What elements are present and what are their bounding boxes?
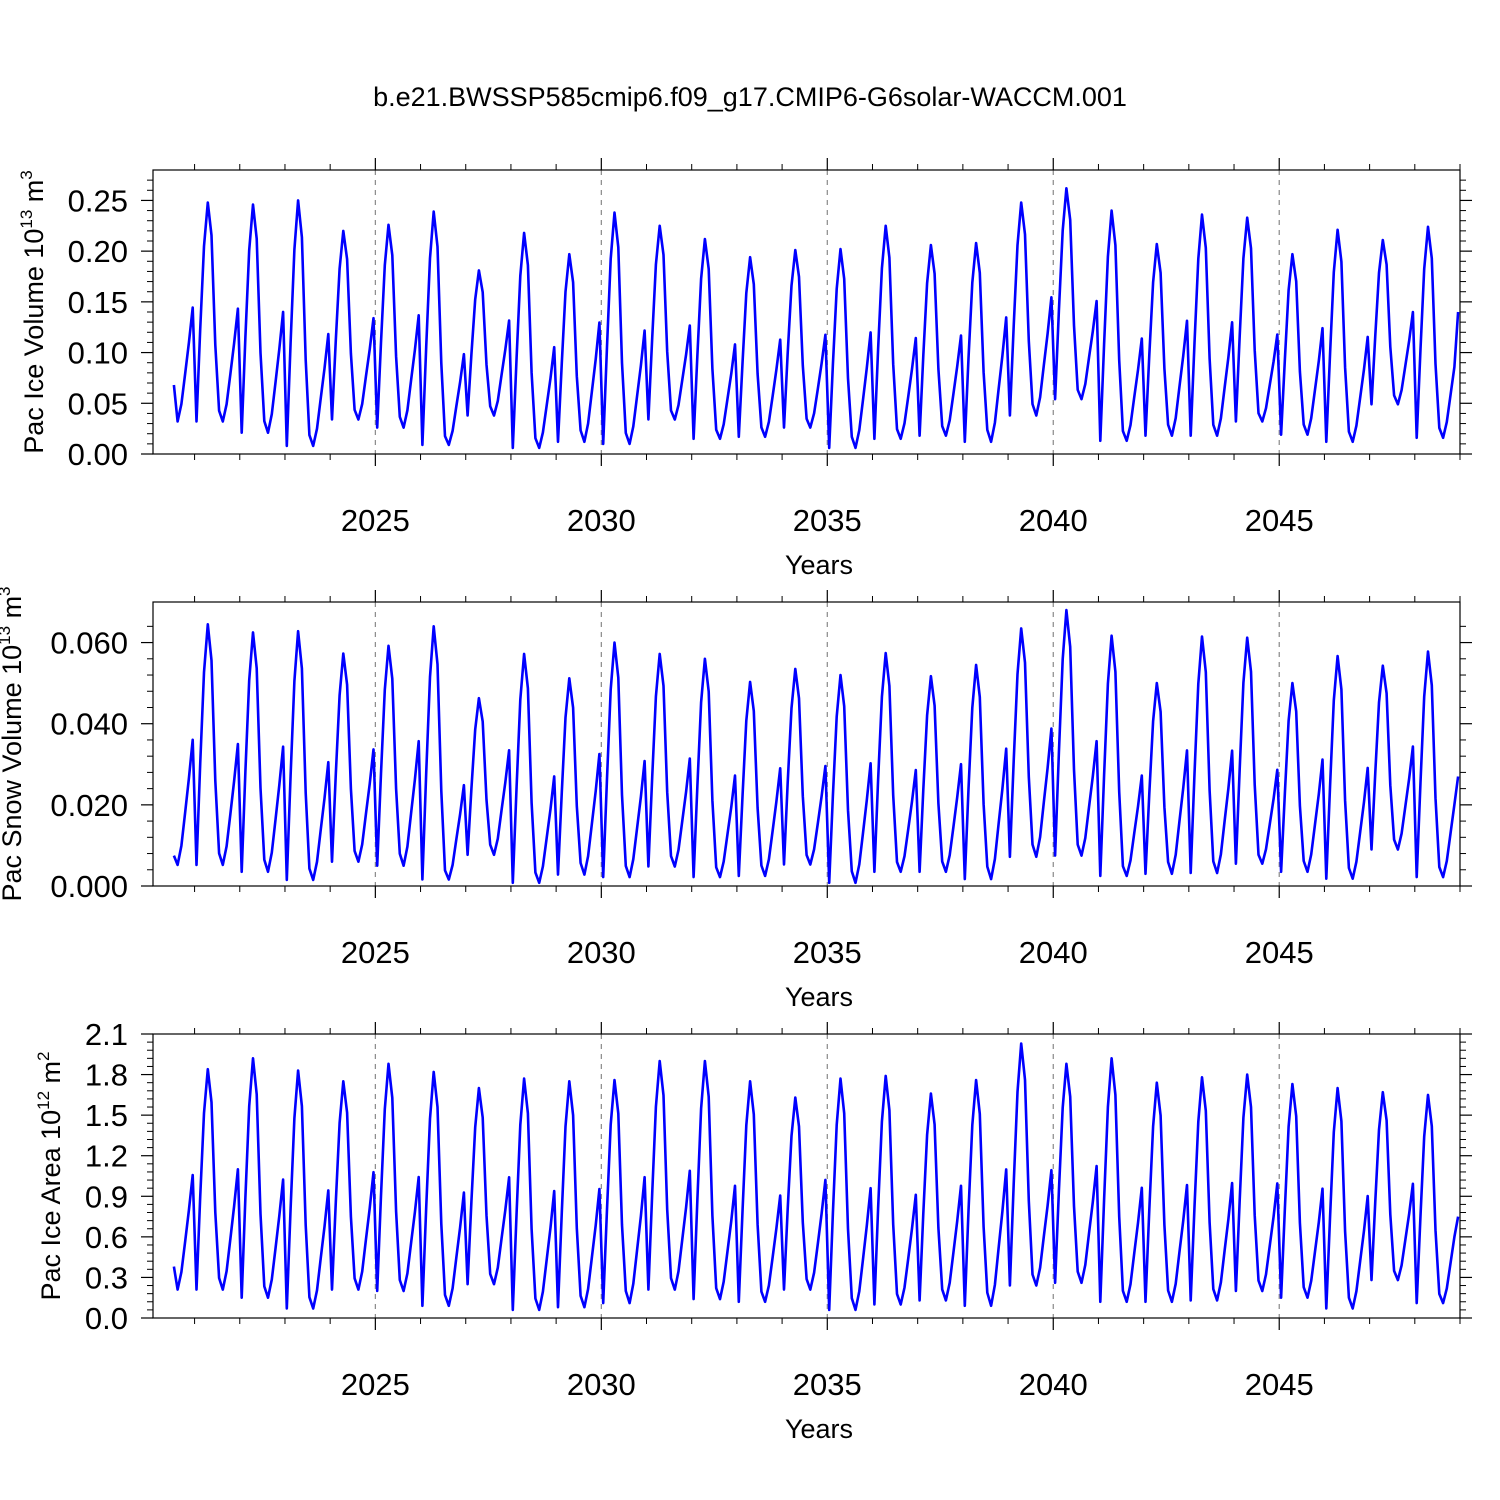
y-axis-label-unit: m: [36, 1061, 66, 1091]
y-axis-label: Pac Snow Volume 1013 m3: [0, 586, 27, 901]
grid-lines: [374, 1034, 1280, 1318]
y-tick-label: 1.2: [85, 1139, 128, 1174]
y-tick-label: 0.20: [68, 234, 128, 269]
y-axis-label-exponent: 13: [0, 626, 14, 645]
x-axis-ticks: 2025 2030 2035 2040 2045: [194, 1022, 1461, 1402]
y-tick-label: 0.060: [50, 626, 128, 661]
panel-ice-volume: 2025 2030 2035 2040 2045 0.00 0.05 0.10 0.15 0.2…: [17, 158, 1472, 580]
y-tick-label: 0.00: [68, 437, 128, 472]
panel-ice-area: 2025 2030 2035 2040 2045 0.0 0.3 0.6 0.9 1.2 1.5 1…: [34, 1017, 1472, 1444]
y-axis-label-text: Pac Snow Volume 10: [0, 645, 27, 902]
panel-snow-volume: 2025 2030 2035 2040 2045 0.000 0.020 0.040 0.06…: [0, 586, 1472, 1012]
x-axis-ticks: 2025 2030 2035 2040 2045: [194, 158, 1461, 538]
y-tick-label: 0.0: [85, 1301, 128, 1336]
x-tick-label: 2025: [341, 503, 410, 538]
x-tick-label: 2030: [567, 935, 636, 970]
x-axis-ticks: 2025 2030 2035 2040 2045: [194, 590, 1461, 970]
y-axis-label-unit-exponent: 2: [34, 1051, 53, 1060]
series-line: [172, 187, 1460, 450]
y-tick-label: 0.9: [85, 1179, 128, 1214]
x-tick-label: 2030: [567, 503, 636, 538]
x-tick-label: 2040: [1019, 935, 1088, 970]
y-tick-label: 1.5: [85, 1098, 128, 1133]
grid-lines: [374, 170, 1280, 454]
y-tick-label: 0.25: [68, 183, 128, 218]
x-tick-label: 2035: [793, 1367, 862, 1402]
y-tick-label: 0.15: [68, 285, 128, 320]
y-axis-label-exponent: 13: [17, 210, 36, 229]
y-tick-label: 0.3: [85, 1260, 128, 1295]
x-axis-label: Years: [785, 1414, 853, 1444]
x-tick-label: 2035: [793, 503, 862, 538]
x-tick-label: 2035: [793, 935, 862, 970]
plot-frame: [152, 601, 1461, 887]
y-axis-label-text: Pac Ice Area 10: [36, 1110, 66, 1301]
figure-title: b.e21.BWSSP585cmip6.f09_g17.CMIP6-G6sola…: [373, 82, 1127, 112]
y-tick-label: 1.8: [85, 1058, 128, 1093]
y-tick-label: 0.040: [50, 707, 128, 742]
y-tick-label: 0.10: [68, 336, 128, 371]
y-axis-label: Pac Ice Area 1012 m2: [34, 1051, 66, 1300]
series-line: [172, 608, 1460, 885]
series-line: [172, 1042, 1460, 1312]
y-axis-ticks: 0.000 0.020 0.040 0.060: [50, 626, 1472, 904]
y-tick-label: 0.05: [68, 386, 128, 421]
y-axis-label: Pac Ice Volume 1013 m3: [17, 170, 49, 454]
grid-lines: [374, 602, 1280, 886]
y-axis-ticks: 0.00 0.05 0.10 0.15 0.20 0.25: [68, 179, 1472, 472]
y-tick-label: 0.000: [50, 869, 128, 904]
y-axis-label-unit-exponent: 3: [0, 586, 14, 595]
x-tick-label: 2040: [1019, 503, 1088, 538]
x-tick-label: 2025: [341, 935, 410, 970]
plot-frame: [152, 1033, 1461, 1319]
y-tick-label: 0.6: [85, 1220, 128, 1255]
y-axis-label-unit-exponent: 3: [17, 170, 36, 179]
y-axis-label-unit: m: [19, 180, 49, 210]
y-axis-label-unit: m: [0, 596, 27, 626]
x-axis-label: Years: [785, 550, 853, 580]
y-tick-label: 0.020: [50, 788, 128, 823]
x-tick-label: 2025: [341, 1367, 410, 1402]
x-tick-label: 2045: [1245, 503, 1314, 538]
x-tick-label: 2030: [567, 1367, 636, 1402]
y-tick-label: 2.1: [85, 1017, 128, 1052]
x-axis-label: Years: [785, 982, 853, 1012]
y-axis-ticks: 0.0 0.3 0.6 0.9 1.2 1.5 1.8 2.1: [85, 1017, 1472, 1336]
x-tick-label: 2045: [1245, 935, 1314, 970]
y-axis-label-text: Pac Ice Volume 10: [19, 229, 49, 454]
y-axis-label-exponent: 12: [34, 1091, 53, 1110]
x-tick-label: 2040: [1019, 1367, 1088, 1402]
x-tick-label: 2045: [1245, 1367, 1314, 1402]
